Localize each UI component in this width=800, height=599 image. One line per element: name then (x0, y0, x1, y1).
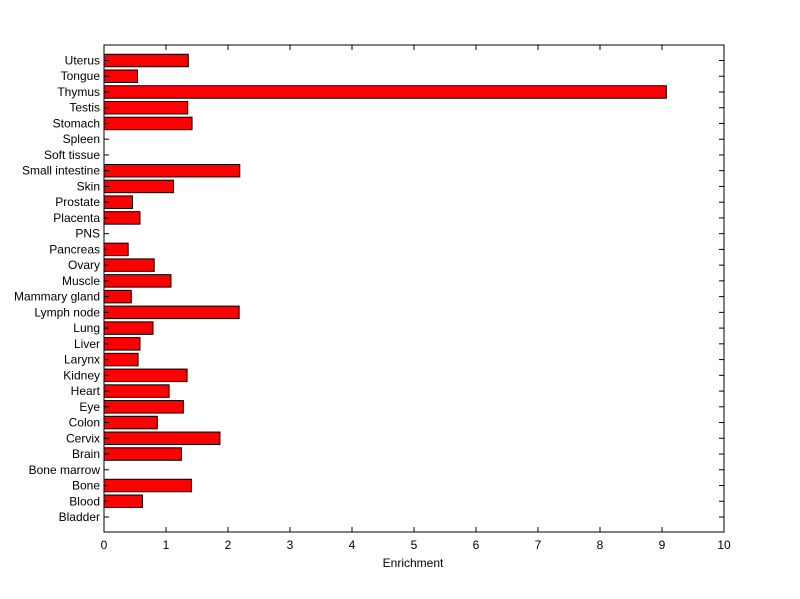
x-tick-label: 0 (101, 538, 108, 552)
category-label: Lymph node (34, 305, 100, 319)
x-tick-label: 4 (349, 538, 356, 552)
x-tick-label: 6 (473, 538, 480, 552)
bar-heart (103, 384, 170, 398)
bar-colon (103, 415, 158, 430)
bar-liver (103, 337, 141, 351)
bar-lung (103, 321, 154, 335)
category-label: Thymus (57, 85, 100, 99)
bar-placenta (103, 211, 141, 225)
category-label: Eye (79, 400, 100, 414)
category-label: Small intestine (22, 164, 100, 178)
bar-eye (103, 400, 184, 414)
category-label: Prostate (55, 195, 100, 209)
category-label: Lung (73, 321, 100, 335)
category-label: Bladder (59, 510, 100, 524)
category-label: Ovary (68, 258, 100, 272)
bar-uterus (103, 53, 189, 68)
category-label: Larynx (64, 353, 100, 367)
category-label: Muscle (62, 274, 100, 288)
category-label: Blood (69, 494, 100, 508)
category-label: Cervix (66, 431, 100, 445)
category-label: Brain (72, 447, 100, 461)
x-tick-label: 5 (411, 538, 418, 552)
category-label: Uterus (65, 54, 100, 68)
bar-bone (103, 478, 192, 493)
category-label: Heart (71, 384, 101, 398)
x-tick-labels-group: 0 1 2 3 4 5 6 7 8 9 10 (101, 538, 731, 552)
x-tick-label: 3 (287, 538, 294, 552)
category-label: Kidney (63, 368, 100, 382)
x-tick-label: 1 (163, 538, 170, 552)
bar-small-intestine (103, 163, 241, 178)
bar-stomach (103, 116, 193, 131)
bar-blood (103, 494, 143, 509)
category-label: Tongue (61, 69, 101, 83)
bar-testis (103, 100, 189, 115)
x-tick-label: 9 (659, 538, 666, 552)
category-label: Colon (69, 416, 100, 430)
category-label: Skin (77, 179, 100, 193)
bar-lymph-node (103, 305, 240, 320)
bar-skin (103, 179, 174, 194)
category-label: Mammary gland (14, 290, 100, 304)
category-label: Liver (74, 337, 100, 351)
x-tick-label: 10 (717, 538, 731, 552)
bar-tongue (103, 69, 138, 83)
category-label: Stomach (53, 116, 100, 130)
bar-kidney (103, 368, 188, 383)
x-tick-label: 8 (597, 538, 604, 552)
bar-thymus (103, 85, 667, 99)
x-tick-label: 7 (535, 538, 542, 552)
category-label: Bone (72, 479, 100, 493)
category-label: Testis (69, 101, 100, 115)
x-axis-title: Enrichment (383, 556, 444, 570)
ticks-group (103, 45, 725, 532)
bar-muscle (103, 274, 172, 288)
category-label: Pancreas (49, 242, 100, 256)
bar-brain (103, 447, 182, 461)
bar-larynx (103, 352, 139, 367)
category-label: Soft tissue (44, 148, 100, 162)
category-label: Spleen (63, 132, 100, 146)
category-label: Placenta (53, 211, 100, 225)
bar-ovary (103, 258, 155, 272)
bar-cervix (103, 431, 221, 446)
category-label: Bone marrow (29, 463, 101, 477)
x-tick-label: 2 (225, 538, 232, 552)
category-label: PNS (75, 227, 100, 241)
plot-frame (103, 44, 725, 533)
